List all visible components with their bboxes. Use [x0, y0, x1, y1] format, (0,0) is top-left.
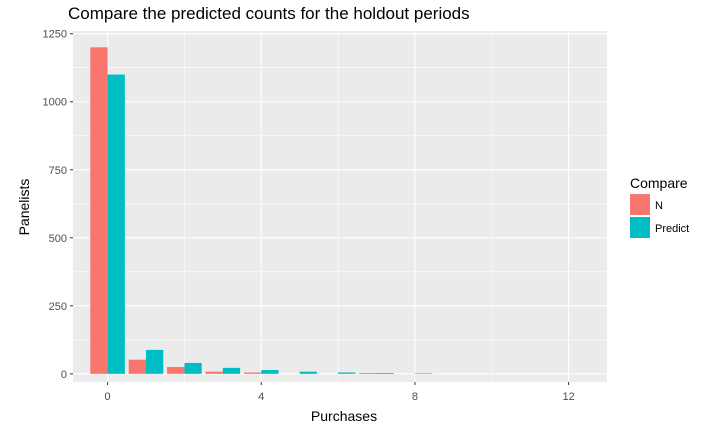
- bar-n-3: [205, 371, 223, 374]
- bar-predict-5: [299, 371, 317, 374]
- bar-predict-1: [145, 349, 164, 374]
- x-tick-label: 12: [562, 391, 574, 403]
- x-tick-label: 4: [258, 391, 264, 403]
- bar-predict-3: [222, 367, 241, 374]
- legend-label-n: N: [655, 200, 663, 212]
- bar-predict-0: [107, 74, 125, 374]
- minor-gridlines: [73, 31, 607, 382]
- bar-predict-8: [414, 373, 433, 374]
- legend-title: Compare: [630, 175, 688, 191]
- legend: Compare N Predict: [630, 175, 689, 238]
- y-axis-title: Panelists: [16, 179, 32, 236]
- bar-predict-4: [261, 370, 279, 374]
- major-gridlines: [73, 31, 607, 382]
- y-tick-label: 250: [49, 301, 67, 313]
- bar-n-7: [359, 373, 377, 374]
- x-axis-title: Purchases: [311, 408, 377, 424]
- bar-predict-6: [338, 372, 356, 374]
- bar-n-0: [90, 47, 108, 374]
- x-tick-label: 8: [412, 391, 418, 403]
- chart-title: Compare the predicted counts for the hol…: [68, 4, 470, 23]
- plot-panel: [73, 31, 607, 382]
- y-tick-label: 750: [49, 165, 67, 177]
- legend-key-n: [630, 194, 650, 215]
- y-tick-label: 500: [49, 233, 67, 245]
- y-tick-label: 0: [61, 369, 67, 381]
- x-axis: 0 4 8 12: [105, 382, 575, 403]
- bar-n-4: [243, 372, 262, 374]
- legend-key-predict: [630, 217, 650, 238]
- bar-n-2: [167, 367, 185, 374]
- bar-predict-2: [184, 362, 202, 374]
- y-tick-label: 1000: [43, 97, 67, 109]
- y-tick-label: 1250: [43, 29, 67, 41]
- bar-n-1: [128, 359, 146, 374]
- x-tick-label: 0: [105, 391, 111, 403]
- bars: [90, 47, 433, 374]
- legend-label-predict: Predict: [655, 223, 689, 235]
- bar-predict-7: [376, 373, 394, 374]
- y-axis: 0 250 500 750 1000 1250: [43, 29, 73, 381]
